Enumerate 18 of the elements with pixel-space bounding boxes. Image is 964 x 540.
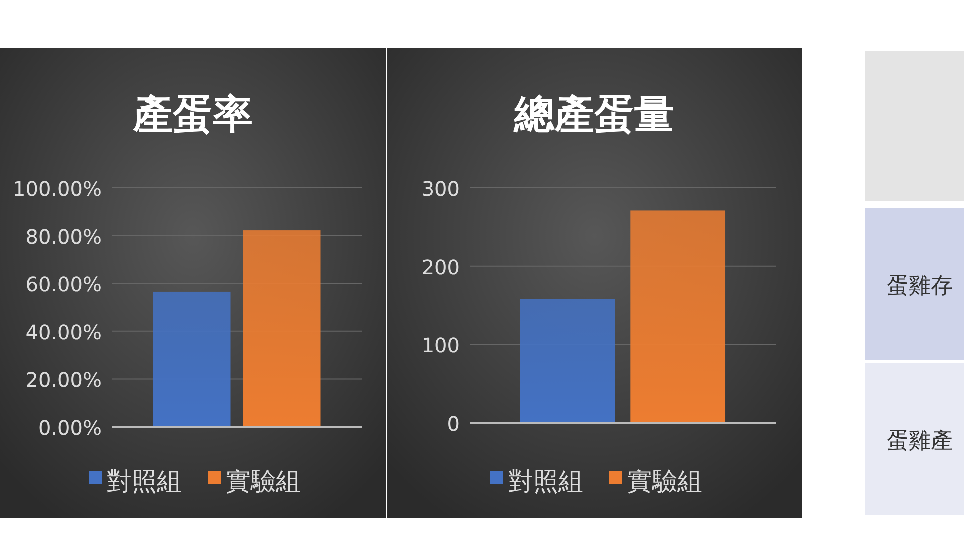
chart-title: 產蛋率 — [132, 92, 253, 138]
y-tick-label: 60.00% — [26, 272, 102, 297]
legend-label: 實驗組 — [628, 467, 702, 496]
legend-label: 對照組 — [107, 467, 182, 496]
y-tick-label: 80.00% — [26, 224, 102, 249]
text: 蛋雞產 — [887, 429, 953, 454]
y-tick-label: 40.00% — [26, 320, 102, 344]
legend-label: 對照組 — [508, 467, 584, 496]
y-tick-label: 20.00% — [26, 368, 102, 392]
y-tick-label: 200 — [422, 255, 460, 280]
y-tick-label: 100.00% — [13, 177, 102, 201]
y-tick-label: 300 — [422, 177, 460, 201]
y-tick-label: 0.00% — [38, 416, 102, 440]
chart-title: 總產蛋量 — [514, 92, 674, 138]
text: 蛋雞存 — [887, 274, 953, 299]
y-tick-label: 0 — [447, 412, 460, 436]
y-tick-label: 100 — [422, 334, 460, 358]
legend-label: 實驗組 — [226, 467, 301, 496]
